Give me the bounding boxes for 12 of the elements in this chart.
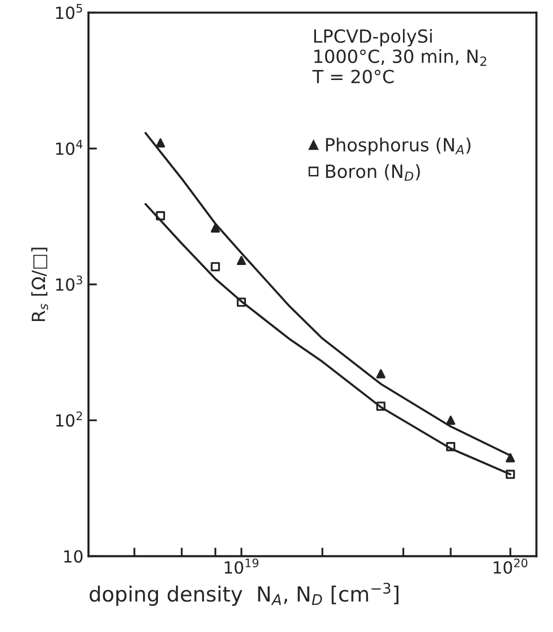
text: LPCVD-polySi 1000°C, 30 min, N$_{2}$ T = 20°C [312,28,486,84]
x-axis-title: doping density N$_{A}$, N$_{D}$ [cm$^{−3}$] [90,582,398,606]
y-tick-label: 10 [64,550,83,563]
legend-label: Phosphorus (N$_{A}$) [326,138,470,156]
y-tick-label: 10$^{2}$ [56,411,82,427]
y-axis-title: R$_{s}$ [Ω/□] [31,248,48,321]
y-tick-label: 10$^{3}$ [56,276,82,291]
y-tick-label: 10$^{5}$ [56,4,82,20]
legend-label: Boron (N$_{D}$) [326,164,420,181]
x-tick-label: 10$^{19}$ [224,558,258,574]
x-tick-label: 10$^{20}$ [494,558,528,574]
y-tick-label: 10$^{4}$ [56,140,82,155]
